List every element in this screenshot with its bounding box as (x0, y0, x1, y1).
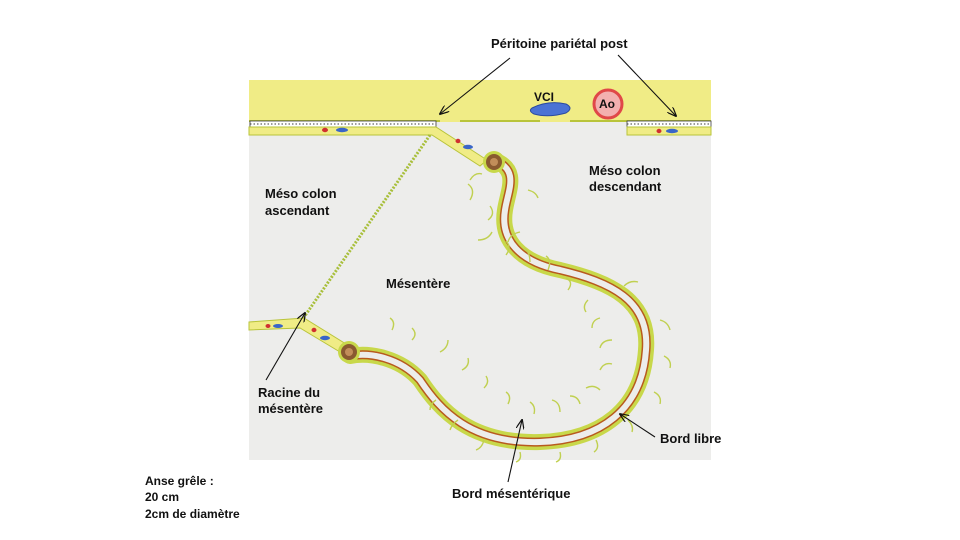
arrow-peritoine-left (440, 57, 511, 114)
arrow-peritoine-right (617, 54, 676, 116)
label-meso-descendant-1: Méso colon (589, 163, 661, 178)
label-ao: Ao (599, 97, 615, 111)
mesenteric-vessels (389, 172, 672, 463)
note-line-1: Anse grêle : (145, 474, 214, 488)
label-meso-descendant-2: descendant (589, 179, 662, 194)
label-racine-2: mésentère (258, 401, 323, 416)
vci-vessel (529, 102, 571, 117)
label-meso-ascendant-1: Méso colon (265, 186, 337, 201)
label-peritoine: Péritoine pariétal post (491, 36, 628, 51)
note-line-2: 20 cm (145, 490, 179, 504)
bowel-end-left (338, 341, 360, 363)
note-line-3: 2cm de diamètre (145, 507, 240, 521)
arrow-bord-libre (620, 414, 656, 438)
mesentery-root-line (300, 134, 432, 321)
label-bord-mesenterique: Bord mésentérique (452, 486, 570, 501)
label-vci: VCI (534, 90, 554, 104)
bowel-end-top (483, 151, 505, 173)
meso-colon-ascendant-band (248, 126, 488, 167)
label-mesentere: Mésentère (386, 276, 450, 291)
bowel-lumen (347, 157, 650, 446)
aorta-vessel (592, 88, 624, 120)
arrow-bord-mesenterique (507, 420, 522, 483)
label-racine-1: Racine du (258, 385, 320, 400)
label-meso-ascendant-2: ascendant (265, 203, 330, 218)
posterior-wall-band (249, 80, 711, 122)
arrow-racine (265, 313, 305, 381)
label-bord-libre: Bord libre (660, 431, 721, 446)
